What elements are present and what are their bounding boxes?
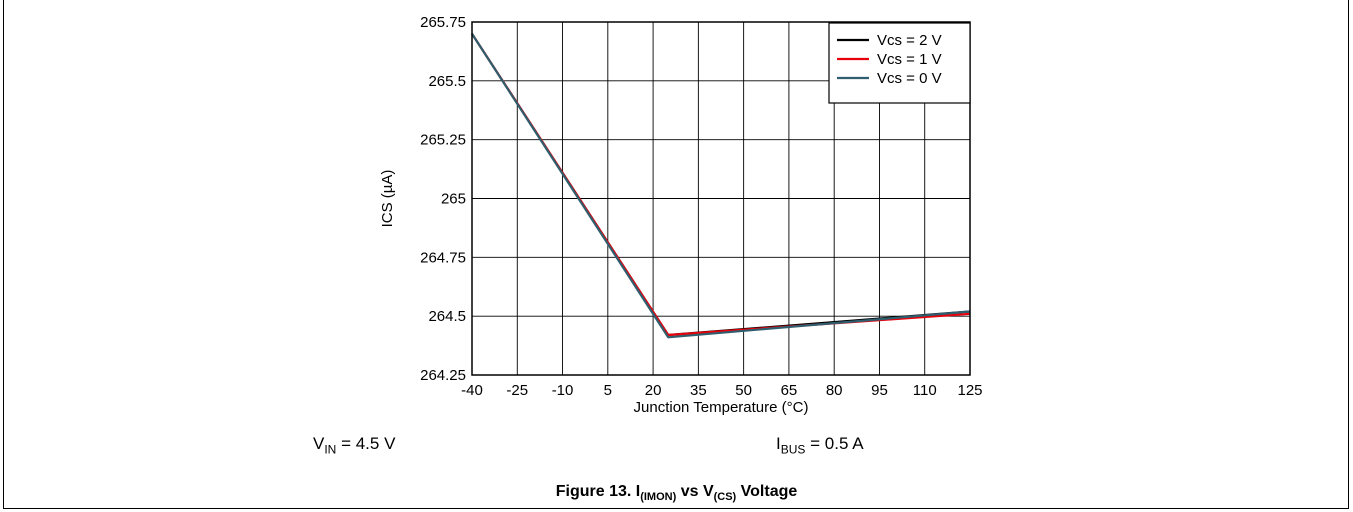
- series-lines: [471, 33, 971, 339]
- x-axis-title: Junction Temperature (°C): [634, 399, 809, 416]
- legend: Vcs = 2 V Vcs = 1 V Vcs = 0 V: [828, 22, 971, 104]
- x-tick-label: 95: [871, 382, 888, 399]
- y-tick-label: 264.25: [420, 367, 466, 384]
- ibus-base: I: [776, 434, 781, 453]
- vin-value: = 4.5 V: [336, 434, 396, 453]
- vin-condition: VIN = 4.5 V: [313, 434, 395, 456]
- x-tick-label: -40: [461, 382, 483, 399]
- caption-middle: vs V: [676, 483, 714, 500]
- legend-box: [828, 22, 971, 104]
- caption-suffix: Voltage: [736, 483, 798, 500]
- caption-prefix: Figure 13. I: [555, 483, 641, 500]
- x-tick-label: 5: [604, 382, 612, 399]
- figure-caption: Figure 13. I(IMON) vs V(CS) Voltage: [0, 483, 1353, 503]
- y-tick-label: 265: [441, 191, 466, 208]
- x-tick-label: 125: [957, 382, 982, 399]
- ibus-condition: IBUS = 0.5 A: [776, 434, 864, 456]
- x-tick-label: 80: [826, 382, 843, 399]
- legend-label-1: Vcs = 2 V: [877, 32, 942, 49]
- y-tick-label: 265.75: [420, 14, 466, 31]
- x-tick-label: 20: [645, 382, 662, 399]
- x-tick-label: 110: [913, 382, 937, 399]
- vin-base: V: [313, 434, 325, 453]
- caption-subscript-cs: (CS): [713, 491, 737, 504]
- caption-subscript-imon: (IMON): [640, 491, 677, 504]
- plot-area: [471, 21, 971, 376]
- legend-label-2: Vcs = 1 V: [877, 51, 942, 68]
- figure-frame: [3, 0, 1349, 509]
- x-tick-label: 35: [690, 382, 707, 399]
- ibus-subscript: BUS: [780, 442, 806, 457]
- x-axis-ticks: -40 -25 -10 5 20 35 50 65 80 95 110 125: [461, 382, 982, 399]
- x-tick-label: 50: [735, 382, 752, 399]
- y-tick-label: 265.25: [420, 132, 466, 149]
- y-axis-ticks: 265.75 265.5 265.25 265 264.75 264.5 264.25: [420, 14, 466, 384]
- x-tick-label: -25: [506, 382, 528, 399]
- y-tick-label: 265.5: [428, 73, 466, 90]
- ibus-value: = 0.5 A: [805, 434, 864, 453]
- x-tick-label: -10: [552, 382, 574, 399]
- series-line-3: [471, 33, 971, 339]
- vin-subscript: IN: [324, 442, 337, 457]
- y-axis-title: ICS (µA): [379, 170, 396, 228]
- y-tick-label: 264.75: [420, 249, 466, 266]
- legend-label-3: Vcs = 0 V: [877, 70, 942, 87]
- y-tick-label: 264.5: [428, 308, 466, 325]
- x-tick-label: 65: [781, 382, 798, 399]
